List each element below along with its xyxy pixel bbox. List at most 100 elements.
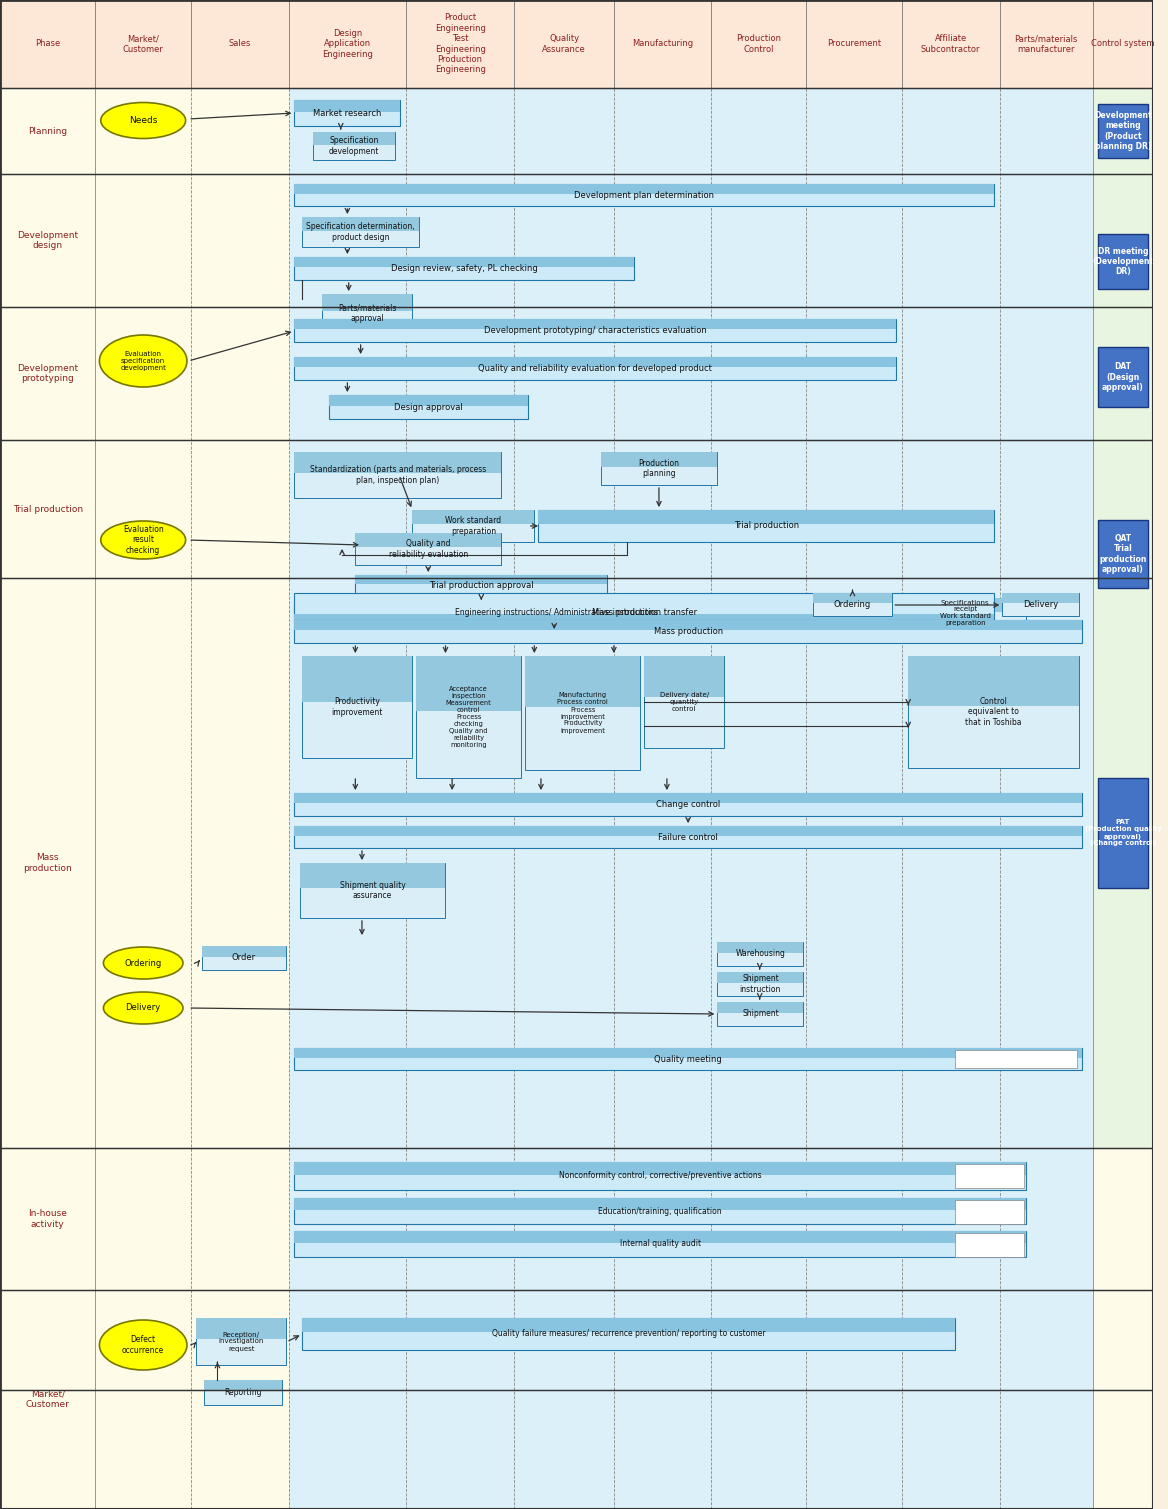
Bar (294, 620, 1082, 631)
Bar (416, 656, 521, 711)
Text: Reporting: Reporting (224, 1388, 262, 1397)
Bar (294, 453, 501, 472)
Text: Warehousing: Warehousing (736, 949, 785, 958)
Bar (1098, 234, 1148, 290)
Text: Quality and
reliability evaluation: Quality and reliability evaluation (389, 539, 468, 558)
Text: Development prototyping/ characteristics evaluation: Development prototyping/ characteristics… (484, 326, 707, 335)
Bar (0, 1148, 1154, 1290)
Text: Market/
Customer: Market/ Customer (26, 1390, 70, 1409)
Text: Specifications
receipt
Work standard
preparation: Specifications receipt Work standard pre… (940, 599, 990, 626)
Bar (288, 0, 405, 88)
Bar (288, 88, 1092, 174)
Bar (416, 656, 521, 779)
Text: Delivery: Delivery (1023, 601, 1058, 610)
Text: QAT
Trial
production
approval): QAT Trial production approval) (1099, 534, 1147, 573)
Text: Quality
Assurance: Quality Assurance (542, 35, 586, 54)
Bar (294, 1162, 1027, 1174)
Bar (355, 533, 501, 548)
Text: Development
meeting
(Product
planning DR): Development meeting (Product planning DR… (1094, 110, 1152, 151)
Text: Production
Control: Production Control (736, 35, 781, 54)
Text: Market research: Market research (313, 109, 382, 118)
Text: Order: Order (232, 954, 256, 963)
Bar (294, 620, 1082, 643)
Bar (300, 863, 445, 887)
Text: Manufacturing: Manufacturing (632, 39, 693, 48)
Bar (288, 578, 1092, 1148)
Text: Ordering: Ordering (125, 958, 162, 967)
Bar (813, 593, 892, 616)
Bar (514, 0, 614, 88)
Text: Evaluation
specification
development: Evaluation specification development (120, 352, 166, 371)
Text: PAT
(Production quality
approval)
(Change control): PAT (Production quality approval) (Chang… (1085, 819, 1161, 847)
Text: Control
equivalent to
that in Toshiba: Control equivalent to that in Toshiba (966, 697, 1022, 727)
Text: Specification
development: Specification development (329, 136, 380, 155)
Text: Parts/materials
approval: Parts/materials approval (338, 303, 396, 323)
Text: Shipment quality
assurance: Shipment quality assurance (340, 881, 405, 901)
Text: Specification determination,
product design: Specification determination, product des… (306, 222, 415, 241)
Text: Education/training, qualification: Education/training, qualification (598, 1207, 722, 1216)
Bar (405, 0, 514, 88)
Text: Work standard
preparation: Work standard preparation (445, 516, 501, 536)
Bar (0, 1290, 1154, 1509)
Bar (1098, 104, 1148, 158)
Bar (294, 453, 501, 498)
Bar (355, 575, 607, 584)
Bar (294, 604, 820, 611)
Text: Shipment
instruction: Shipment instruction (739, 975, 781, 994)
Bar (813, 593, 892, 604)
Text: DAT
(Design
approval): DAT (Design approval) (1103, 362, 1143, 392)
Bar (196, 1317, 286, 1338)
Text: Internal quality audit: Internal quality audit (620, 1239, 701, 1248)
Text: Development
design: Development design (18, 231, 78, 250)
Text: Development plan determination: Development plan determination (575, 190, 715, 199)
Text: Design approval: Design approval (394, 403, 463, 412)
Text: Development
prototyping: Development prototyping (18, 364, 78, 383)
Bar (1092, 0, 1154, 88)
Text: Defect
occurrence: Defect occurrence (123, 1335, 165, 1355)
Bar (645, 656, 724, 697)
Text: Sales: Sales (229, 39, 251, 48)
Bar (288, 1290, 1092, 1509)
Bar (954, 1233, 1023, 1257)
Text: Design
Application
Engineering: Design Application Engineering (322, 29, 373, 59)
Ellipse shape (104, 991, 183, 1025)
Bar (204, 1381, 283, 1405)
Bar (288, 441, 1092, 578)
Bar (294, 318, 896, 329)
Bar (322, 294, 412, 332)
Bar (288, 306, 1092, 441)
Text: Affiliate
Subcontractor: Affiliate Subcontractor (920, 35, 980, 54)
Bar (1092, 306, 1154, 441)
Text: Delivery: Delivery (126, 1003, 161, 1013)
Bar (904, 598, 1027, 628)
Bar (909, 656, 1079, 706)
Bar (294, 1047, 1082, 1058)
Bar (717, 942, 804, 952)
Bar (600, 453, 717, 466)
Text: Reception/
investigation
request: Reception/ investigation request (218, 1331, 264, 1352)
Bar (600, 453, 717, 484)
Ellipse shape (99, 1320, 187, 1370)
Bar (294, 1231, 1027, 1243)
Ellipse shape (100, 103, 186, 139)
Text: Failure control: Failure control (659, 833, 718, 842)
Bar (0, 174, 1154, 306)
Bar (412, 510, 534, 542)
Bar (1002, 593, 1079, 604)
Bar (909, 656, 1079, 768)
Bar (645, 656, 724, 748)
Text: Productivity
improvement: Productivity improvement (332, 697, 383, 717)
Bar (294, 825, 1082, 848)
Bar (806, 0, 902, 88)
Bar (355, 533, 501, 564)
Bar (329, 395, 528, 420)
Bar (526, 656, 640, 708)
Bar (717, 1002, 804, 1013)
Bar (0, 0, 96, 88)
Bar (294, 825, 1082, 836)
Bar (294, 358, 896, 367)
Text: Mass
production: Mass production (23, 853, 72, 872)
Bar (202, 946, 286, 970)
Bar (0, 306, 1154, 441)
Bar (322, 294, 412, 311)
